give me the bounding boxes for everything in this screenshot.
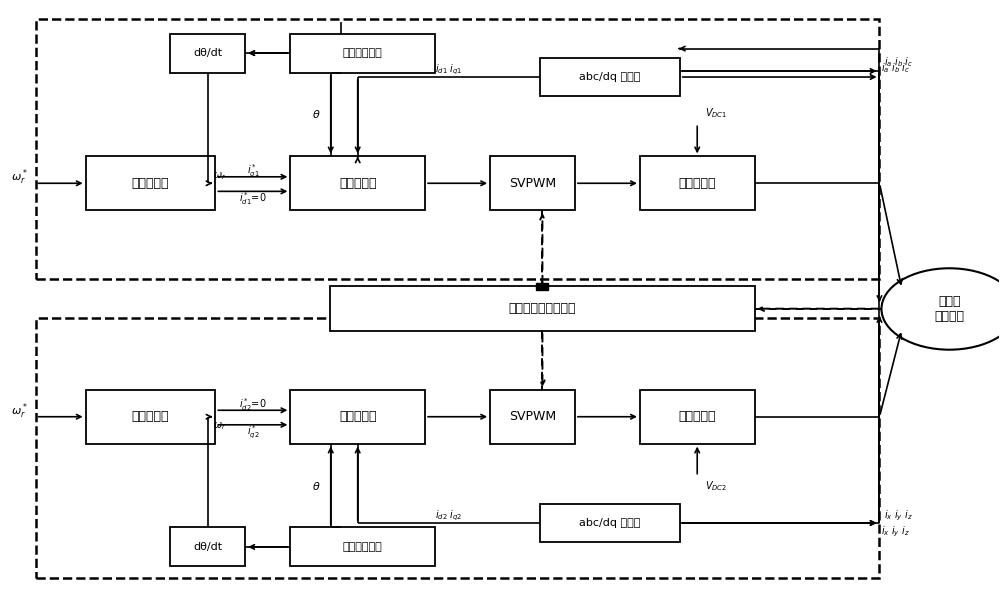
Text: $i_{d2}\ i_{q2}$: $i_{d2}\ i_{q2}$ <box>435 509 463 523</box>
Text: 位置信号检测: 位置信号检测 <box>343 542 383 552</box>
Bar <box>490 157 575 210</box>
Text: $i_{q2}^*$: $i_{q2}^*$ <box>247 423 259 440</box>
Bar <box>536 283 548 290</box>
Text: SVPWM: SVPWM <box>509 410 556 423</box>
Bar <box>86 390 215 443</box>
Bar <box>540 58 680 97</box>
Text: 一号逆变器: 一号逆变器 <box>678 177 716 190</box>
Text: $i_{d1}\ i_{q1}$: $i_{d1}\ i_{q1}$ <box>435 62 463 77</box>
Text: $V_{DC1}$: $V_{DC1}$ <box>705 107 728 121</box>
Text: $i_{d2}^*\!=\!0$: $i_{d2}^*\!=\!0$ <box>239 396 267 413</box>
Bar <box>640 390 755 443</box>
Text: $\theta$: $\theta$ <box>312 479 321 491</box>
Text: $\theta$: $\theta$ <box>312 109 321 121</box>
Bar <box>290 34 435 73</box>
Bar <box>170 34 245 73</box>
Text: 双绕组
容错电机: 双绕组 容错电机 <box>934 295 964 323</box>
Text: $i_x\ i_y\ i_z$: $i_x\ i_y\ i_z$ <box>884 509 913 523</box>
Text: 电流控制器: 电流控制器 <box>339 177 376 190</box>
Text: $i_{q1}^*$: $i_{q1}^*$ <box>247 162 259 179</box>
Text: SVPWM: SVPWM <box>509 177 556 190</box>
Text: abc/dq 变换器: abc/dq 变换器 <box>579 72 641 82</box>
Text: $i_a\ i_b\ i_c$: $i_a\ i_b\ i_c$ <box>881 61 911 75</box>
Bar <box>540 503 680 542</box>
Bar <box>86 157 215 210</box>
Text: dθ/dt: dθ/dt <box>193 542 222 552</box>
Text: 速度控制器: 速度控制器 <box>132 410 169 423</box>
Text: $\omega_r$: $\omega_r$ <box>213 170 226 182</box>
Text: $i_{d1}^*\!=\!0$: $i_{d1}^*\!=\!0$ <box>239 190 267 207</box>
Text: $V_{DC2}$: $V_{DC2}$ <box>705 479 727 493</box>
Bar <box>290 390 425 443</box>
Text: $i_x\ i_y\ i_z$: $i_x\ i_y\ i_z$ <box>881 525 910 539</box>
Text: 二号逆变器: 二号逆变器 <box>678 410 716 423</box>
Text: 位置信号检测: 位置信号检测 <box>343 48 383 58</box>
Text: $i_a\ i_b\ i_c$: $i_a\ i_b\ i_c$ <box>884 55 914 69</box>
Text: $\omega_r$: $\omega_r$ <box>213 420 226 431</box>
Text: 电流控制器: 电流控制器 <box>339 410 376 423</box>
Bar <box>490 390 575 443</box>
Bar <box>290 157 425 210</box>
Text: 故障诊断与余度通信: 故障诊断与余度通信 <box>509 302 576 315</box>
Bar <box>170 527 245 566</box>
Text: abc/dq 变换器: abc/dq 变换器 <box>579 518 641 528</box>
Bar <box>36 318 879 578</box>
Text: dθ/dt: dθ/dt <box>193 48 222 58</box>
Circle shape <box>881 268 1000 350</box>
Text: $\omega_r^*$: $\omega_r^*$ <box>11 167 28 187</box>
Bar <box>330 286 755 331</box>
Text: 速度控制器: 速度控制器 <box>132 177 169 190</box>
Bar <box>36 19 879 279</box>
Bar <box>640 157 755 210</box>
Text: $\omega_r^*$: $\omega_r^*$ <box>11 401 28 421</box>
Bar <box>290 527 435 566</box>
